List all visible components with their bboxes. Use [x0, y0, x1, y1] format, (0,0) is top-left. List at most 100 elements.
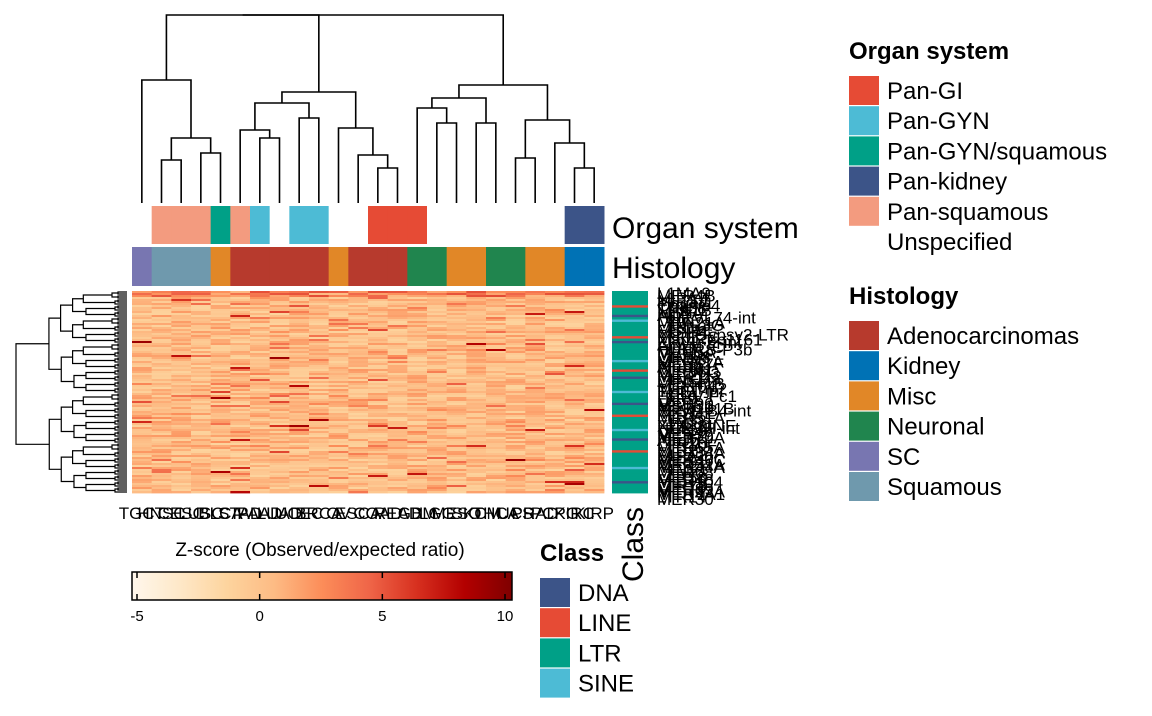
- heat-cell: [171, 375, 192, 378]
- heat-cell: [564, 431, 585, 434]
- heat-cell: [545, 443, 566, 446]
- heat-cell: [466, 317, 487, 320]
- heat-cell: [505, 375, 526, 378]
- heat-cell: [584, 297, 605, 300]
- heat-cell: [309, 345, 330, 348]
- heat-cell: [309, 453, 330, 456]
- heat-cell: [584, 489, 605, 492]
- row-label: X7A_LINE: [657, 416, 736, 435]
- heat-cell: [446, 435, 467, 438]
- heat-cell: [348, 477, 369, 480]
- organ-cell-blca: [210, 206, 231, 244]
- heat-cell: [132, 409, 153, 412]
- heat-cell: [505, 299, 526, 302]
- heat-cell: [584, 385, 605, 388]
- histology-cell-hnsc: [151, 247, 172, 286]
- heat-cell: [348, 379, 369, 382]
- heat-cell: [545, 345, 566, 348]
- row-dendrogram-branch: [117, 351, 127, 355]
- column-label-kirc: KIRC: [554, 504, 595, 523]
- legend-swatch: [849, 411, 879, 441]
- heat-cell: [210, 309, 231, 312]
- row-label: L1P4: [657, 385, 697, 404]
- histology-track-label: Histology: [612, 252, 735, 285]
- heat-cell: [584, 431, 605, 434]
- class-cell: [612, 390, 648, 394]
- heat-cell: [289, 491, 310, 494]
- row-label: MER112: [657, 367, 722, 386]
- heat-cell: [230, 309, 251, 312]
- heat-cell: [446, 415, 467, 418]
- heat-cell: [348, 327, 369, 330]
- heat-cell: [584, 305, 605, 308]
- heat-cell: [525, 461, 546, 464]
- heat-cell: [407, 375, 428, 378]
- heat-cell: [171, 425, 192, 428]
- heat-cell: [191, 433, 212, 436]
- heat-cell: [368, 453, 389, 456]
- row-dendrogram-branch: [117, 325, 127, 329]
- heat-cell: [289, 375, 310, 378]
- heat-cell: [210, 441, 231, 444]
- heat-cell: [230, 385, 251, 388]
- heat-cell: [584, 411, 605, 414]
- heat-cell: [407, 385, 428, 388]
- organ-cell-brca: [309, 206, 330, 244]
- heat-cell: [151, 397, 172, 400]
- heat-cell: [171, 447, 192, 450]
- heat-cell: [171, 397, 192, 400]
- heat-cell: [132, 383, 153, 386]
- heat-cell: [387, 451, 408, 454]
- heat-cell: [525, 477, 546, 480]
- heat-cell: [191, 479, 212, 482]
- row-dendrogram-branch: [117, 425, 127, 429]
- heat-cell: [564, 369, 585, 372]
- heat-cell: [486, 467, 507, 470]
- heat-cell: [466, 483, 487, 486]
- heat-cell: [505, 445, 526, 448]
- heat-cell: [545, 463, 566, 466]
- heat-cell: [446, 487, 467, 490]
- heat-cell: [427, 389, 448, 392]
- heat-cell: [387, 405, 408, 408]
- heat-cell: [368, 471, 389, 474]
- heat-cell: [230, 323, 251, 326]
- heat-cell: [269, 447, 290, 450]
- heat-cell: [466, 441, 487, 444]
- row-dendrogram-branch: [111, 318, 118, 324]
- heat-cell: [564, 399, 585, 402]
- heat-cell: [387, 409, 408, 412]
- heat-cell: [466, 307, 487, 310]
- heat-cell: [191, 451, 212, 454]
- heat-cell: [151, 301, 172, 304]
- heat-cell: [525, 299, 546, 302]
- heat-cell: [348, 363, 369, 366]
- heat-cell: [250, 303, 271, 306]
- heat-cell: [584, 393, 605, 396]
- row-dendrogram-branch: [59, 304, 73, 332]
- row-label: Charlie4: [657, 296, 720, 315]
- heat-cell: [151, 417, 172, 420]
- heat-cell: [446, 437, 467, 440]
- heat-cell: [210, 371, 231, 374]
- heat-cell: [151, 437, 172, 440]
- legend-swatch: [849, 166, 879, 196]
- heat-cell: [250, 405, 271, 408]
- heat-cell: [269, 399, 290, 402]
- heat-cell: [309, 341, 330, 344]
- heat-cell: [230, 435, 251, 438]
- heat-cell: [250, 343, 271, 346]
- heat-cell: [407, 381, 428, 384]
- histology-cell-lusc: [191, 247, 212, 286]
- heat-cell: [151, 407, 172, 410]
- heat-cell: [250, 481, 271, 484]
- heat-cell: [171, 445, 192, 448]
- heat-cell: [230, 409, 251, 412]
- heat-cell: [230, 457, 251, 460]
- heat-cell: [151, 369, 172, 372]
- heat-cell: [446, 369, 467, 372]
- heat-cell: [191, 481, 212, 484]
- column-label-prad: PRAD: [512, 504, 559, 523]
- heat-cell: [584, 483, 605, 486]
- heat-cell: [387, 421, 408, 424]
